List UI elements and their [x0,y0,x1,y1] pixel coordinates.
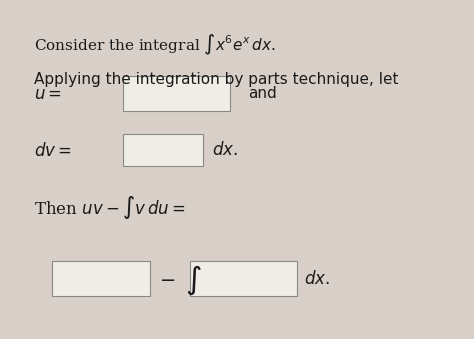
FancyBboxPatch shape [190,261,297,296]
Text: $dv =$: $dv =$ [34,142,72,160]
Text: Consider the integral $\int x^6 e^x\, dx.$: Consider the integral $\int x^6 e^x\, dx… [34,33,275,57]
Text: Applying the integration by parts technique, let: Applying the integration by parts techni… [34,72,399,87]
FancyBboxPatch shape [123,135,203,166]
FancyBboxPatch shape [123,76,230,111]
Text: $u =$: $u =$ [34,86,62,103]
Text: and: and [248,86,277,101]
FancyBboxPatch shape [52,261,150,296]
Text: $dx.$: $dx.$ [212,141,238,159]
Text: $-$: $-$ [159,270,175,287]
Text: $\int$: $\int$ [185,263,202,297]
Text: Then $uv - \int v\,du =$: Then $uv - \int v\,du =$ [34,194,186,221]
Text: $dx.$: $dx.$ [303,270,329,287]
